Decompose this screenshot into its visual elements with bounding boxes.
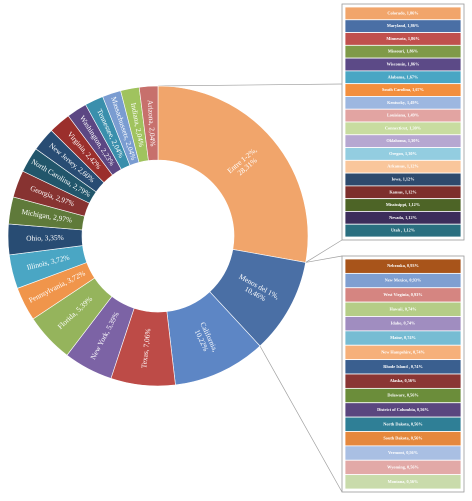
breakdown-label-oklahoma-1-30: Oklahoma, 1,30% bbox=[386, 138, 419, 143]
connector-top-1 bbox=[157, 83, 343, 87]
breakdown-label-hawaii-0-74: Hawaii, 0,74% bbox=[389, 306, 416, 311]
breakdown-label-south-carolina-1-67: South Carolina, 1,67% bbox=[382, 87, 424, 92]
breakdown-label-mississippi-1-12: Mississippi, 1,12% bbox=[386, 202, 420, 207]
breakdown-label-louisiana-1-49: Louisiana, 1,49% bbox=[387, 113, 419, 118]
connector-bottom-1 bbox=[305, 255, 343, 263]
breakdown-box-menos-del-1: Nebraska, 0,93% New Mexico, 0,93% West Vir… bbox=[341, 255, 465, 493]
breakdown-label-kentucky-1-49: Kentucky, 1,49% bbox=[387, 100, 419, 105]
breakdown-label-district-of-columbia-0-56: District of Columbia, 0,56% bbox=[377, 407, 429, 412]
breakdown-label-south-dakota-0-56: South Dakota, 0,56% bbox=[383, 436, 422, 441]
breakdown-label-maine-0-74: Maine, 0,74% bbox=[390, 335, 416, 340]
breakdown-label-utah-1-12: Utah , 1,12% bbox=[391, 228, 415, 233]
breakdown-label-alabama-1-67: Alabama, 1,67% bbox=[388, 74, 419, 79]
breakdown-label-wisconsin-1-86: Wisconsin, 1,86% bbox=[387, 61, 420, 66]
breakdown-label-connecticut-1-30: Connecticut, 1,30% bbox=[385, 125, 421, 130]
breakdown-label-idaho-0-74: Idaho, 0,74% bbox=[391, 321, 416, 326]
slice-label-texas: Texas, 7,06% bbox=[139, 328, 152, 369]
slice-entre-1-2 bbox=[157, 85, 309, 263]
breakdown-label-vermont-0-56: Vermont, 0,56% bbox=[388, 450, 418, 455]
breakdown-label-maryland-1-86: Maryland, 1,86% bbox=[387, 23, 419, 28]
breakdown-label-nevada-1-12: Nevada, 1,12% bbox=[389, 215, 417, 220]
breakdown-label-new-mexico-0-93: New Mexico, 0,93% bbox=[385, 278, 422, 283]
breakdown-label-montana-0-56: Montana, 0,56% bbox=[388, 479, 419, 484]
connector-top-2 bbox=[305, 239, 343, 263]
breakdown-label-minnesota-1-86: Minnesota, 1,86% bbox=[386, 36, 419, 41]
breakdown-label-iowa-1-12: Iowa, 1,12% bbox=[391, 176, 414, 181]
breakdown-label-alaska-0-56: Alaska, 0,56% bbox=[390, 378, 417, 383]
connector-lines bbox=[157, 83, 343, 493]
breakdown-label-oregon-1-30: Oregon, 1,30% bbox=[389, 151, 417, 156]
breakdown-bar-utah-1-12 bbox=[344, 223, 462, 238]
breakdown-label-kansas-1-12: Kansas, 1,12% bbox=[389, 189, 416, 194]
breakdown-box-entre-1-2: Colorado, 1,86% Maryland, 1,86% Minnesota,… bbox=[341, 3, 465, 241]
connector-bottom-2 bbox=[259, 345, 343, 493]
breakdown-label-missouri-1-86: Missouri, 1,86% bbox=[388, 49, 418, 54]
breakdown-label-arkansas-1-12: Arkansas, 1,12% bbox=[387, 164, 418, 169]
donut-chart bbox=[7, 85, 309, 387]
breakdown-label-delaware-0-56: Delaware, 0,56% bbox=[387, 393, 418, 398]
breakdown-label-colorado-1-86: Colorado, 1,86% bbox=[387, 10, 418, 15]
breakdown-label-west-virginia-0-93: West Virginia, 0,93% bbox=[383, 292, 422, 297]
slice-arizona bbox=[138, 85, 159, 161]
breakdown-label-north-dakota-0-56: North Dakota, 0,56% bbox=[383, 421, 422, 426]
breakdown-label-rhode-island-0-74: Rhode Island , 0,74% bbox=[383, 364, 423, 369]
slice-label-arizona: Arizona, 2,04% bbox=[146, 100, 158, 147]
slice-label-ohio: Ohio, 3,35% bbox=[26, 233, 64, 243]
breakdown-bar-montana-0-56 bbox=[344, 474, 462, 490]
breakdown-label-wyoming-0-56: Wyoming, 0,56% bbox=[387, 464, 419, 469]
breakdown-label-new-hampshire-0-74: New Hampshire, 0,74% bbox=[381, 349, 425, 354]
breakdown-label-nebraska-0-93: Nebraska, 0,93% bbox=[387, 263, 419, 268]
